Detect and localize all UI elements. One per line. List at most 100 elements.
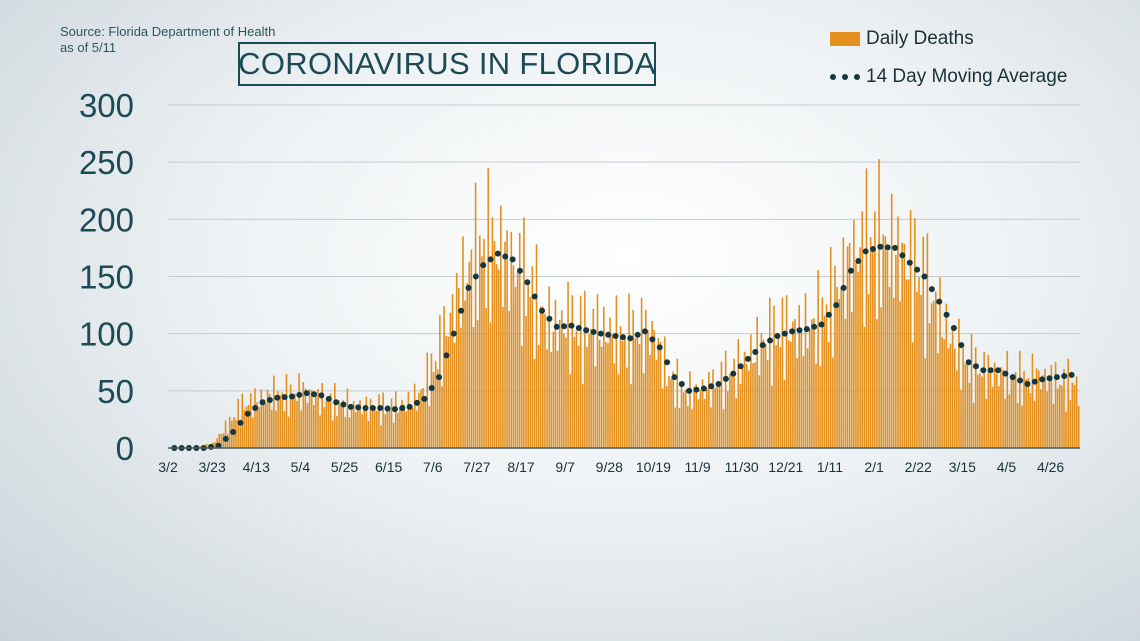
daily-death-bar — [871, 247, 874, 448]
daily-death-bar — [470, 249, 473, 448]
daily-death-bar — [729, 374, 731, 448]
daily-death-bar — [1031, 353, 1034, 448]
moving-average-point — [921, 273, 928, 280]
daily-death-bar — [436, 369, 439, 448]
moving-average-point — [664, 359, 671, 366]
moving-average-point — [671, 374, 678, 381]
daily-death-bar — [518, 233, 521, 448]
daily-death-bar — [411, 407, 414, 448]
moving-average-point — [1017, 377, 1024, 384]
daily-death-bar — [430, 353, 433, 448]
moving-average-point — [575, 324, 582, 331]
daily-death-bar — [1023, 371, 1025, 448]
daily-death-bar — [762, 339, 765, 448]
x-tick-label-2: 4/13 — [243, 459, 270, 475]
daily-death-bar — [628, 293, 630, 448]
daily-death-bar — [611, 334, 613, 448]
daily-death-bar — [813, 318, 815, 448]
x-tick-label-13: 11/30 — [725, 459, 759, 475]
daily-death-bar — [907, 279, 910, 448]
daily-death-bar — [407, 391, 410, 448]
daily-death-bar — [1012, 377, 1015, 448]
moving-average-point — [384, 405, 391, 412]
daily-death-bar — [668, 375, 670, 448]
daily-death-bar — [550, 351, 553, 448]
daily-death-bar — [827, 342, 830, 448]
daily-death-bar — [270, 409, 273, 448]
daily-death-bar — [569, 374, 571, 448]
daily-death-bar — [304, 388, 307, 448]
daily-death-bar — [388, 409, 391, 448]
daily-death-bar — [451, 293, 454, 448]
daily-death-bar — [588, 333, 590, 448]
daily-death-bar — [581, 384, 584, 448]
daily-death-bar — [512, 265, 515, 448]
daily-death-bar — [764, 343, 767, 448]
moving-average-point — [708, 383, 715, 390]
daily-death-bar — [752, 363, 754, 448]
daily-death-bar — [701, 379, 704, 448]
daily-death-bar — [415, 410, 418, 448]
daily-death-bar — [617, 373, 620, 448]
daily-death-bar — [766, 360, 769, 448]
daily-death-bar — [913, 218, 916, 448]
daily-death-bar — [468, 261, 471, 448]
y-tick-label-200: 200 — [79, 201, 134, 238]
daily-death-bar — [800, 328, 803, 448]
moving-average-point — [781, 330, 788, 337]
daily-death-bar — [535, 244, 538, 448]
daily-death-bar — [321, 383, 323, 448]
daily-death-bar — [291, 394, 294, 448]
daily-death-bar — [832, 357, 834, 448]
moving-average-point — [693, 386, 700, 393]
daily-death-bar — [857, 271, 859, 448]
moving-average-point — [355, 404, 362, 411]
daily-death-bar — [838, 299, 840, 448]
daily-death-bar — [928, 323, 931, 448]
daily-death-bar — [916, 291, 918, 448]
daily-death-bar — [989, 373, 992, 448]
daily-death-bar — [720, 361, 723, 448]
daily-death-bar — [712, 369, 714, 448]
daily-death-bar — [970, 334, 973, 448]
daily-death-bar — [594, 366, 597, 448]
daily-death-bar — [544, 313, 546, 448]
daily-death-bar — [523, 217, 525, 448]
daily-death-bar — [367, 420, 370, 448]
daily-death-bar — [794, 318, 796, 448]
daily-death-bar — [638, 344, 641, 448]
moving-average-point — [767, 337, 774, 344]
daily-death-bar — [825, 304, 828, 448]
daily-death-bar — [306, 402, 309, 448]
daily-death-bar — [783, 379, 786, 448]
y-tick-label-250: 250 — [79, 144, 134, 181]
moving-average-point — [208, 443, 215, 450]
daily-death-bar — [258, 407, 260, 448]
y-tick-label-150: 150 — [79, 259, 134, 296]
daily-death-bar — [726, 391, 729, 448]
daily-death-bar — [676, 358, 679, 448]
daily-death-bar — [743, 351, 746, 448]
daily-death-bar — [926, 233, 929, 448]
moving-average-point — [509, 256, 516, 263]
moving-average-point — [487, 256, 494, 263]
moving-average-point — [928, 286, 935, 293]
moving-average-point — [281, 394, 288, 401]
moving-average-point — [458, 307, 465, 314]
moving-average-point — [649, 336, 656, 343]
daily-death-bar — [941, 337, 943, 448]
moving-average-point — [230, 428, 237, 435]
y-tick-label-50: 50 — [97, 373, 134, 410]
daily-death-bar — [645, 309, 647, 448]
daily-death-bar — [460, 327, 462, 448]
daily-death-bar — [308, 389, 311, 448]
daily-death-bar — [899, 301, 901, 448]
moving-average-point — [759, 342, 766, 349]
daily-death-bar — [758, 375, 761, 448]
legend-item-daily-deaths: Daily Deaths — [830, 28, 1067, 50]
daily-death-bar — [966, 362, 969, 448]
daily-death-bar — [1050, 365, 1053, 448]
daily-death-bar — [357, 409, 359, 448]
chart-title: CORONAVIRUS IN FLORIDA — [238, 42, 656, 86]
x-tick-label-9: 9/7 — [555, 459, 575, 475]
